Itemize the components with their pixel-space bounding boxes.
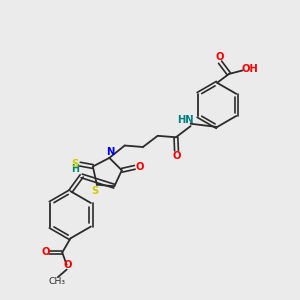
Text: O: O (172, 151, 181, 161)
Text: H: H (71, 164, 79, 174)
Text: N: N (106, 147, 114, 157)
Text: CH₃: CH₃ (49, 277, 66, 286)
Text: S: S (71, 159, 79, 169)
Text: O: O (63, 260, 71, 270)
Text: HN: HN (177, 115, 194, 125)
Text: OH: OH (242, 64, 258, 74)
Text: S: S (92, 186, 99, 196)
Text: O: O (215, 52, 224, 62)
Text: O: O (41, 248, 50, 257)
Text: O: O (135, 162, 144, 172)
